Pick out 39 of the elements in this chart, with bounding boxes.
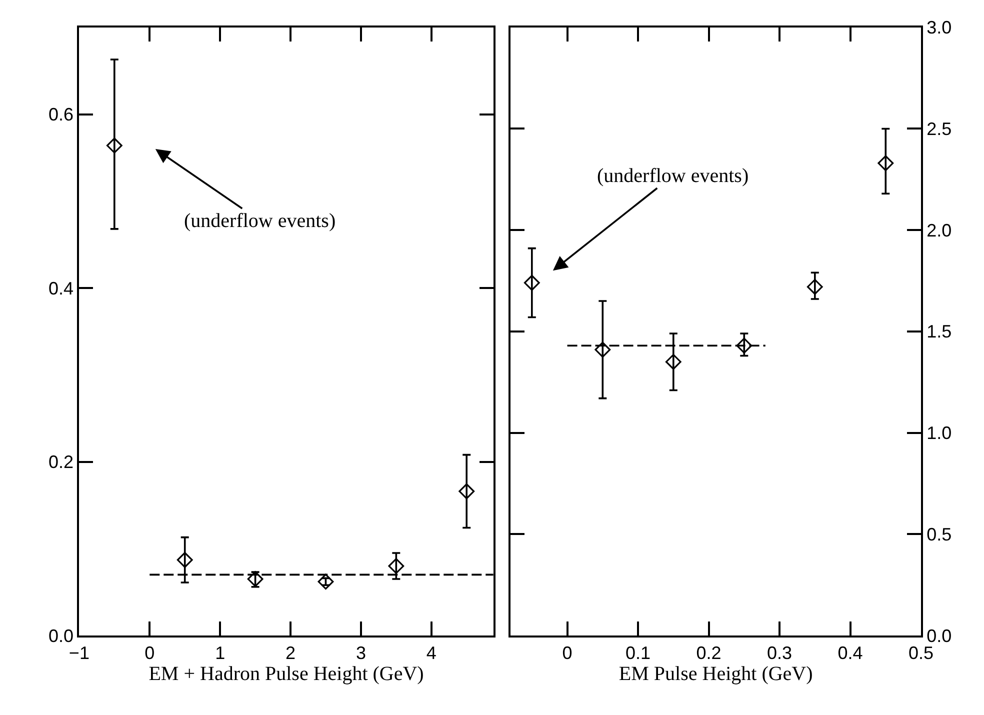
point [106, 138, 122, 154]
annotation: (underflow events) [184, 210, 336, 232]
x-tick-label: 0.5 [908, 643, 934, 664]
x-tick-label: 0 [144, 643, 155, 664]
x-axis-title: EM Pulse Height (GeV) [618, 663, 813, 686]
point [878, 155, 894, 172]
y-tick-label: 2.5 [926, 119, 952, 140]
point [176, 552, 193, 568]
x-tick-label: 1 [215, 643, 226, 664]
point [594, 342, 611, 358]
x-tick-label: −1 [68, 643, 90, 664]
x-axis-title: EM + Hadron Pulse Height (GeV) [148, 663, 424, 686]
y-tick-label: 3.0 [926, 18, 952, 38]
y-tick-label: 0.0 [48, 626, 74, 646]
point [388, 558, 404, 574]
y-tick-label: 2.0 [926, 220, 952, 240]
point [736, 338, 752, 354]
y-tick-label: 0.2 [48, 452, 74, 472]
y-tick-label: 0.5 [926, 524, 952, 544]
point [458, 483, 475, 500]
y-tick-label: 1.5 [926, 322, 952, 342]
y-tick-label: 1.0 [926, 423, 952, 444]
x-tick-label: 0.3 [767, 643, 792, 664]
x-tick-label: 0.4 [838, 643, 863, 664]
x-tick-label: 0.2 [696, 643, 722, 664]
annotation: (underflow events) [597, 165, 749, 187]
x-tick-label: 0 [562, 643, 572, 664]
point [665, 354, 682, 370]
point [806, 278, 823, 295]
x-tick-label: 0.1 [626, 643, 651, 664]
x-tick-label: 3 [356, 643, 366, 664]
y-tick-label: 0.6 [48, 104, 74, 125]
point [318, 574, 334, 590]
y-tick-label: 0.0 [926, 626, 952, 646]
y-tick-label: 0.4 [48, 278, 74, 298]
x-tick-label: 4 [426, 643, 436, 664]
x-tick-label: 2 [286, 643, 296, 664]
point [247, 571, 264, 587]
point [524, 274, 540, 291]
